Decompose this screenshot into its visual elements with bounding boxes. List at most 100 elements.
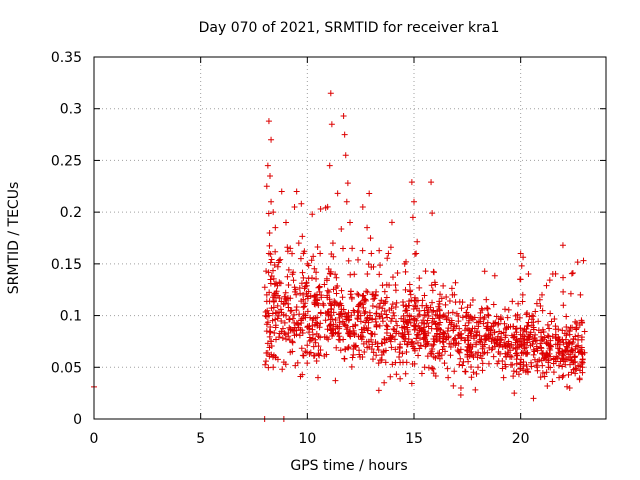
data-point [538, 357, 545, 364]
data-point [499, 357, 506, 364]
data-point [429, 287, 436, 294]
data-point [568, 369, 575, 376]
data-point [430, 268, 437, 275]
data-point [469, 297, 476, 304]
data-point [367, 235, 374, 242]
data-point [264, 319, 271, 326]
data-point [462, 337, 469, 344]
data-point [535, 318, 542, 325]
data-point [341, 355, 348, 362]
data-point [270, 352, 277, 359]
data-point [480, 350, 487, 357]
data-point [520, 359, 527, 366]
data-point [380, 348, 387, 355]
data-point [312, 339, 319, 346]
data-point [285, 304, 292, 311]
data-point [354, 290, 361, 297]
data-point [271, 297, 278, 304]
data-point [362, 297, 369, 304]
data-point [317, 309, 324, 316]
data-point [419, 302, 426, 309]
data-point [578, 360, 585, 367]
data-point [263, 268, 270, 275]
data-point [407, 291, 414, 298]
data-point [514, 316, 521, 323]
data-point [368, 250, 375, 257]
data-point [432, 354, 439, 361]
data-point [533, 345, 540, 352]
data-point [527, 329, 534, 336]
data-point [263, 183, 270, 190]
data-point [337, 310, 344, 317]
data-point [457, 355, 464, 362]
data-point [403, 258, 410, 265]
data-point [274, 302, 281, 309]
data-point [484, 305, 491, 312]
data-point [520, 254, 527, 261]
data-point [483, 334, 490, 341]
data-point [479, 360, 486, 367]
data-point [403, 319, 410, 326]
data-point [467, 313, 474, 320]
data-point [274, 356, 281, 363]
data-point [551, 315, 558, 322]
data-point [517, 365, 524, 372]
data-point [545, 359, 552, 366]
data-point [325, 336, 332, 343]
data-point [431, 279, 438, 286]
x-tick-label: 10 [298, 431, 316, 447]
data-point [559, 327, 566, 334]
data-point [485, 360, 492, 367]
data-point [359, 293, 366, 299]
data-point [269, 294, 276, 301]
data-point [299, 352, 306, 359]
data-point [428, 365, 435, 372]
data-point [410, 305, 417, 312]
data-point [271, 261, 278, 268]
data-point [374, 340, 381, 347]
data-point [364, 224, 371, 231]
x-tick-label: 5 [196, 431, 205, 447]
data-point [327, 316, 334, 323]
data-point [559, 363, 566, 370]
data-point [537, 303, 544, 310]
data-point [517, 250, 524, 257]
data-point [512, 339, 519, 346]
data-point [359, 334, 366, 341]
y-tick-label: 0.25 [51, 153, 82, 169]
data-point [332, 377, 339, 384]
data-point [502, 361, 509, 368]
data-point [324, 294, 331, 301]
data-point [530, 326, 537, 333]
data-point [369, 303, 376, 310]
data-point [357, 318, 364, 325]
data-point [267, 276, 274, 283]
data-point [266, 353, 273, 360]
data-points [91, 90, 588, 422]
data-point [344, 180, 351, 187]
data-point [569, 339, 576, 346]
data-point [560, 302, 567, 309]
data-point [303, 290, 310, 297]
data-point [356, 351, 363, 358]
data-point [383, 294, 390, 301]
data-point [268, 136, 275, 143]
data-point [274, 263, 281, 270]
data-point [565, 327, 572, 334]
data-point [465, 317, 472, 324]
data-point [306, 338, 313, 345]
data-point [299, 371, 306, 378]
data-point [381, 288, 388, 295]
data-point [332, 299, 339, 306]
data-point [452, 279, 459, 286]
data-point [267, 172, 273, 179]
data-point [290, 277, 297, 284]
data-point [300, 274, 307, 281]
data-point [572, 370, 579, 377]
data-point [265, 269, 272, 276]
data-point [290, 269, 297, 276]
data-point [510, 368, 517, 375]
data-point [339, 245, 346, 252]
data-point [295, 240, 302, 247]
data-point [390, 325, 397, 332]
